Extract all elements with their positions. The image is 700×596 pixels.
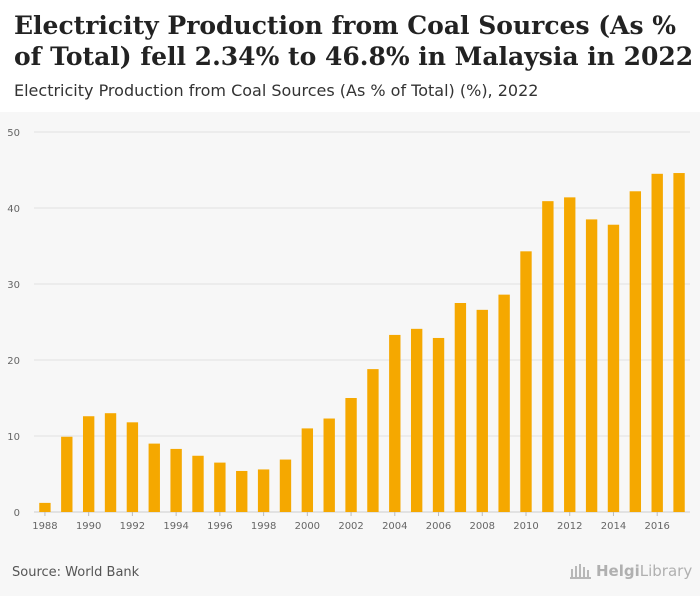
x-tick-label: 2000 — [295, 521, 320, 532]
x-tick-label: 2002 — [338, 521, 363, 532]
x-tick-label: 1992 — [120, 521, 145, 532]
y-tick-label: 50 — [7, 128, 20, 139]
bar — [257, 469, 270, 512]
bar — [542, 201, 554, 512]
bar — [410, 328, 423, 512]
chart-subtitle: Electricity Production from Coal Sources… — [14, 81, 539, 100]
bar — [104, 413, 117, 512]
bar — [607, 224, 620, 512]
bar — [476, 309, 488, 512]
x-tick-label: 2016 — [644, 521, 669, 532]
bar — [498, 294, 510, 512]
bar — [61, 436, 73, 512]
y-tick-label: 40 — [7, 204, 20, 215]
bar — [170, 448, 182, 512]
x-tick-label: 2004 — [382, 521, 407, 532]
bar — [279, 459, 292, 512]
bar — [585, 219, 598, 512]
bar-chart: 0 10 20 30 40 50 1988 1990 1992 1994 1996 1998 2000 2… — [7, 128, 690, 532]
logo-text-bold: Helgi — [596, 562, 640, 580]
x-tick-label: 2006 — [426, 521, 451, 532]
x-tick-label: 1996 — [207, 521, 232, 532]
bar — [454, 303, 467, 512]
bar — [236, 470, 248, 512]
bar — [345, 398, 357, 512]
logo-text-rest: Library — [639, 562, 693, 580]
x-tick-label: 1988 — [32, 521, 57, 532]
bar — [82, 416, 95, 512]
bar — [126, 422, 139, 512]
bar — [323, 418, 335, 512]
y-tick-label: 10 — [7, 432, 20, 443]
x-tick-label: 2014 — [601, 521, 626, 532]
y-tick-label: 0 — [14, 508, 20, 519]
x-tick-label: 1990 — [76, 521, 101, 532]
y-tick-label: 20 — [7, 356, 20, 367]
bar — [367, 369, 379, 512]
bar — [214, 462, 226, 512]
bar — [192, 455, 204, 512]
bar — [148, 443, 160, 512]
helgi-library-logo: HelgiLibrary — [570, 562, 692, 580]
chart-panel: 0 10 20 30 40 50 1988 1990 1992 1994 1996 1998 2000 2… — [0, 112, 700, 596]
library-building-icon — [570, 564, 591, 579]
x-tick-label: 2010 — [513, 521, 538, 532]
bar — [301, 428, 314, 512]
bar — [389, 334, 401, 512]
bar — [629, 191, 642, 512]
x-tick-label: 1998 — [251, 521, 276, 532]
bar — [432, 337, 445, 512]
x-tick-label: 2012 — [557, 521, 582, 532]
y-tick-label: 30 — [7, 280, 20, 291]
source-note: Source: World Bank — [12, 565, 140, 580]
bar — [520, 251, 532, 512]
x-tick-label: 1994 — [163, 521, 188, 532]
x-tick-label: 2008 — [470, 521, 495, 532]
bar — [39, 502, 51, 512]
bar — [673, 173, 685, 512]
bar — [564, 197, 576, 513]
bar — [651, 173, 663, 513]
chart-title: Electricity Production from Coal Sources… — [14, 11, 694, 71]
